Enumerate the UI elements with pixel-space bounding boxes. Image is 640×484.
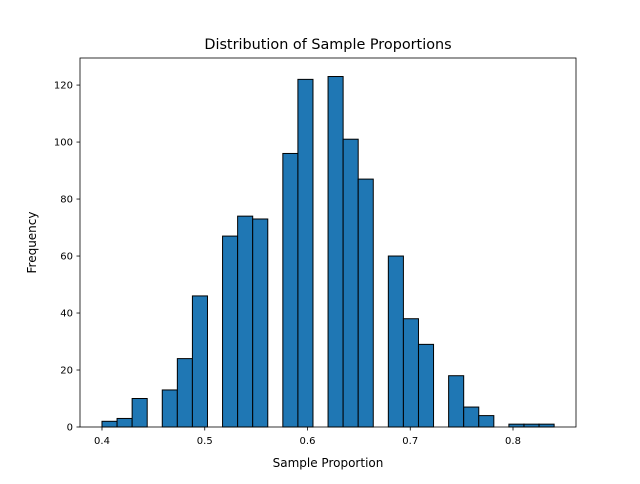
y-tick-label: 120 xyxy=(54,81,73,92)
histogram-bar xyxy=(463,406,480,428)
y-tick-label: 40 xyxy=(60,309,73,320)
histogram-bar xyxy=(282,152,299,428)
x-tick-label: 0.7 xyxy=(402,436,418,447)
histogram-bar xyxy=(222,235,239,428)
histogram-bar xyxy=(342,138,359,428)
y-tick-label: 100 xyxy=(54,138,73,149)
x-tick-label: 0.6 xyxy=(300,436,316,447)
histogram-bar xyxy=(448,375,465,428)
histogram-bar xyxy=(538,423,555,428)
y-tick-label: 60 xyxy=(60,252,73,263)
y-axis-label: Frequency xyxy=(25,212,39,274)
x-axis-label: Sample Proportion xyxy=(273,456,384,470)
histogram-bar xyxy=(523,423,540,428)
histogram-bar xyxy=(478,415,495,428)
histogram-bar xyxy=(402,318,419,428)
x-tick-label: 0.4 xyxy=(94,436,110,447)
axes-frame xyxy=(79,57,577,428)
histogram-bar xyxy=(191,295,208,428)
y-tick-label: 0 xyxy=(67,423,73,434)
histogram-bar xyxy=(508,423,525,428)
histogram-bar xyxy=(116,417,133,428)
x-tick-label: 0.5 xyxy=(197,436,213,447)
histogram-bar xyxy=(387,255,404,428)
histogram-bar xyxy=(297,78,314,428)
histogram-bar xyxy=(357,178,374,428)
histogram-bar xyxy=(161,389,178,428)
histogram-bar xyxy=(237,215,254,428)
histogram-bar xyxy=(327,76,344,428)
histogram-bar xyxy=(176,358,193,428)
chart-title: Distribution of Sample Proportions xyxy=(204,37,451,53)
y-tick-label: 20 xyxy=(60,366,73,377)
histogram-bar xyxy=(131,398,148,428)
y-tick-label: 80 xyxy=(60,195,73,206)
x-tick-label: 0.8 xyxy=(505,436,521,447)
histogram-bar xyxy=(417,343,435,428)
histogram-bar xyxy=(101,420,118,428)
histogram-bar xyxy=(252,218,269,428)
